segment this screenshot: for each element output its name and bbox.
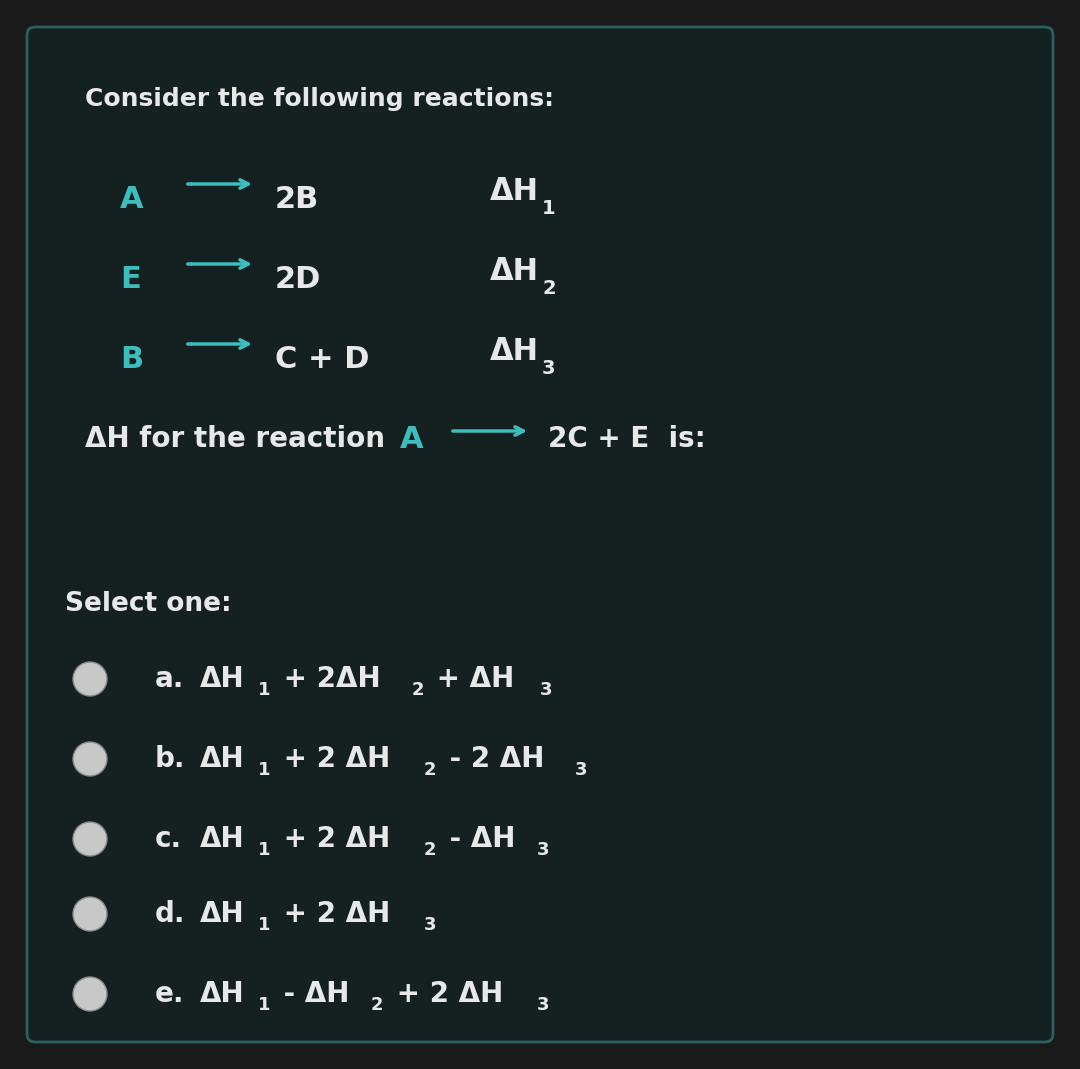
Text: 3: 3 — [537, 841, 550, 859]
Text: 1: 1 — [258, 681, 270, 699]
Text: c.: c. — [156, 825, 183, 853]
Text: 2D: 2D — [275, 264, 322, 294]
Circle shape — [73, 977, 107, 1011]
Text: + 2 ΔH: + 2 ΔH — [273, 900, 390, 928]
Text: ΔH: ΔH — [200, 900, 245, 928]
Text: ΔH: ΔH — [490, 337, 539, 366]
Text: ΔH for the reaction: ΔH for the reaction — [85, 425, 384, 453]
Text: 1: 1 — [258, 841, 270, 859]
Text: - ΔH: - ΔH — [440, 825, 515, 853]
Text: 3: 3 — [542, 359, 555, 378]
Text: ΔH: ΔH — [200, 825, 245, 853]
Text: ΔH: ΔH — [200, 745, 245, 773]
Text: 2: 2 — [370, 996, 383, 1014]
Text: 2: 2 — [423, 761, 436, 779]
Circle shape — [73, 897, 107, 931]
Text: 1: 1 — [258, 916, 270, 934]
Text: 1: 1 — [258, 761, 270, 779]
Circle shape — [73, 742, 107, 776]
Text: e.: e. — [156, 980, 185, 1008]
Text: Consider the following reactions:: Consider the following reactions: — [85, 87, 554, 111]
Text: 2: 2 — [411, 681, 423, 699]
Text: b.: b. — [156, 745, 186, 773]
Text: Select one:: Select one: — [65, 591, 231, 617]
Text: ΔH: ΔH — [200, 980, 245, 1008]
Text: + ΔH: + ΔH — [428, 665, 515, 693]
Text: 3: 3 — [540, 681, 553, 699]
Text: 2: 2 — [542, 279, 555, 298]
Text: - ΔH: - ΔH — [273, 980, 349, 1008]
Text: + 2ΔH: + 2ΔH — [273, 665, 380, 693]
Text: A: A — [120, 185, 144, 214]
Text: E: E — [120, 264, 140, 294]
Circle shape — [73, 822, 107, 856]
Text: ΔH: ΔH — [490, 257, 539, 285]
Text: 1: 1 — [542, 200, 555, 218]
Text: a.: a. — [156, 665, 185, 693]
Circle shape — [73, 662, 107, 696]
Text: 1: 1 — [258, 996, 270, 1014]
Text: ΔH: ΔH — [200, 665, 245, 693]
Text: 3: 3 — [423, 916, 436, 934]
Text: 2: 2 — [423, 841, 436, 859]
Text: - 2 ΔH: - 2 ΔH — [440, 745, 544, 773]
Text: 2B: 2B — [275, 185, 320, 214]
Text: 2C + E  is:: 2C + E is: — [548, 425, 705, 453]
Text: d.: d. — [156, 900, 186, 928]
Text: + 2 ΔH: + 2 ΔH — [273, 745, 390, 773]
Text: + 2 ΔH: + 2 ΔH — [273, 825, 390, 853]
Text: A: A — [400, 424, 423, 453]
Text: + 2 ΔH: + 2 ΔH — [387, 980, 503, 1008]
Text: 3: 3 — [575, 761, 588, 779]
Text: ΔH: ΔH — [490, 176, 539, 205]
Text: B: B — [120, 344, 144, 373]
Text: C + D: C + D — [275, 344, 369, 373]
Text: 3: 3 — [537, 996, 550, 1014]
FancyBboxPatch shape — [27, 27, 1053, 1042]
